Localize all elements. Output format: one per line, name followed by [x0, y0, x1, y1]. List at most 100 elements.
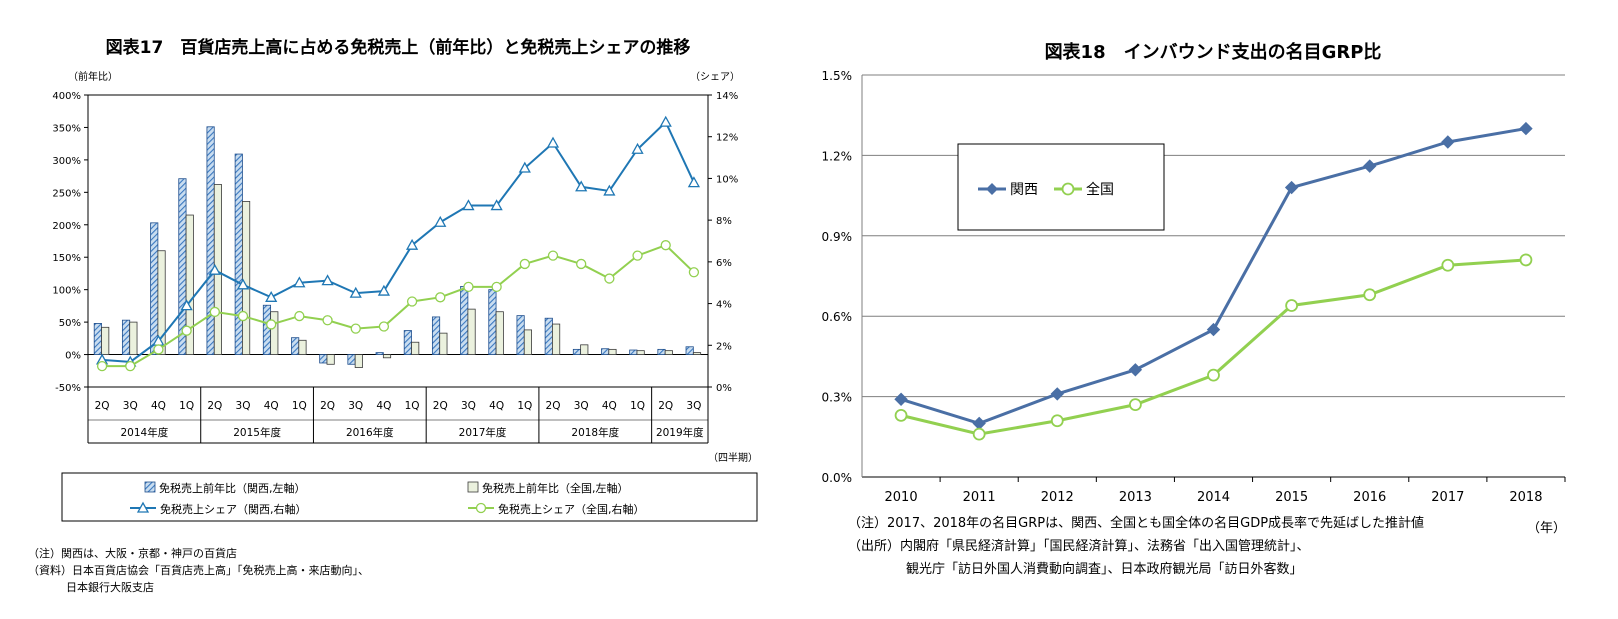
chart17-bar-kansai — [572, 348, 582, 355]
chart17-share-national-point — [660, 240, 671, 251]
chart18-x-tick-label: 2017 — [1431, 490, 1464, 505]
chart17-left-tick-label: 100% — [52, 286, 81, 297]
chart17-quarter-label: 2Q — [207, 400, 222, 412]
chart18-national-point — [1285, 299, 1299, 312]
chart17-share-national-point — [604, 273, 615, 284]
chart18-national-point — [1441, 258, 1455, 272]
chart17-fiscal-year-label: 2019年度 — [656, 426, 704, 439]
chart17-share-kansai-point — [518, 161, 531, 173]
chart17-share-national-point — [322, 315, 333, 326]
chart17-note-1: （注）関西は、大阪・京都・神戸の百貨店 — [28, 547, 237, 560]
chart18-national-point — [1207, 368, 1220, 382]
chart17-share-kansai-point — [377, 284, 391, 296]
chart17-right-tick-label: 10% — [716, 174, 738, 185]
chart18-kansai-point — [1050, 387, 1064, 401]
chart17-left-tick-label: 50% — [59, 318, 81, 329]
chart17-share-kansai-point — [462, 199, 475, 211]
chart17-legend-label: 免税売上前年比（全国,左軸） — [482, 481, 629, 495]
chart17-bar-kansai — [262, 304, 272, 355]
chart17-share-kansai-point — [208, 263, 221, 275]
chart17-bar-national — [636, 350, 645, 355]
chart17-share-kansai-point — [265, 290, 278, 302]
chart17-quarter-label: 3Q — [574, 400, 589, 412]
chart17-quarter-label: 3Q — [236, 400, 251, 412]
chart17-share-kansai-point — [490, 199, 503, 211]
chart17-legend-swatch-national-bar — [467, 481, 479, 493]
chart17-share-kansai-point — [180, 299, 193, 311]
chart17-fiscal-year-label: 2016年度 — [346, 426, 394, 439]
chart17-plot-area — [87, 94, 709, 388]
chart18-kansai-point — [1441, 135, 1455, 149]
chart17-bar-national — [242, 201, 251, 355]
chart18-x-tick-label: 2016 — [1353, 490, 1386, 505]
chart17-bar-national — [354, 354, 363, 368]
chart17-bar-national — [439, 332, 448, 355]
chart18-note-1: （注）2017、2018年の名目GRPは、関西、全国とも国全体の名目GDP成長率… — [848, 516, 1425, 531]
chart17-bar-kansai — [150, 222, 159, 355]
chart17-bar-kansai — [544, 317, 553, 355]
chart17-bar-kansai — [206, 126, 215, 355]
chart17-quarter-label: 1Q — [292, 400, 307, 412]
chart17-share-national-point — [237, 310, 249, 322]
chart17-share-kansai-point — [405, 238, 419, 250]
chart17-share-national-point — [519, 258, 530, 270]
chart17-note-3: 日本銀行大阪支店 — [66, 581, 154, 594]
chart18-kansai-point — [972, 416, 986, 431]
chart17-left-tick-label: 250% — [52, 188, 81, 199]
chart18-x-tick-label: 2011 — [963, 490, 996, 505]
chart17-bar-national — [552, 323, 561, 355]
chart17-quarter-label: 2Q — [658, 400, 673, 412]
chart17-left-tick-label: -50% — [55, 383, 81, 394]
chart18-legend-label: 関西 — [1010, 182, 1038, 198]
chart17-share-kansai-point — [603, 184, 616, 196]
chart17-share-national-line — [102, 244, 695, 368]
chart17-title: 図表17 百貨店売上高に占める免税売上（前年比）と免税売上シェアの推移 — [106, 37, 691, 58]
chart17-share-national-point — [125, 360, 136, 372]
chart17-left-tick-label: 200% — [52, 221, 81, 232]
chart17-share-national-point — [378, 321, 390, 332]
chart17-legend — [61, 472, 758, 522]
chart18-national-point — [1050, 414, 1064, 428]
chart17-right-tick-label: 0% — [716, 383, 732, 394]
chart18-y-tick-label: 0.9% — [822, 230, 853, 244]
chart17-share-national-point — [576, 258, 587, 270]
chart17-bar-kansai — [93, 323, 102, 355]
chart17-fiscal-year-label: 2017年度 — [459, 426, 507, 439]
chart17-right-tick-label: 2% — [716, 341, 732, 352]
chart17-share-national-point — [294, 310, 305, 322]
chart17-share-kansai-point — [575, 180, 588, 192]
chart17-left-tick-label: 350% — [52, 123, 81, 134]
chart17-share-kansai-point — [293, 276, 306, 288]
chart17-bar-kansai — [601, 348, 610, 355]
chart17-share-kansai-point — [687, 176, 701, 188]
chart18-title: 図表18 インバウンド支出の名目GRP比 — [1045, 41, 1382, 63]
chart17-quarter-label: 4Q — [602, 400, 617, 412]
chart17-share-kansai-point — [434, 215, 447, 227]
chart17-left-tick-label: 300% — [52, 156, 81, 167]
chart17-share-kansai-line — [102, 120, 695, 363]
chart17-share-national-point — [463, 281, 474, 293]
chart17-quarter-label: 1Q — [630, 400, 645, 412]
chart17-legend-label: 免税売上シェア（関西,右軸） — [160, 502, 307, 516]
chart17-bar-national — [467, 308, 476, 355]
chart17-quarter-label: 1Q — [517, 400, 532, 412]
chart17-share-kansai-point — [631, 142, 644, 154]
chart17-bar-kansai — [629, 349, 638, 355]
chart17-quarter-label: 3Q — [348, 400, 363, 412]
chart18-kansai-point — [1128, 363, 1143, 377]
chart17-note-2: （資料）日本百貨店協会「百貨店売上高」「免税売上高・来店動向」、 — [28, 564, 369, 577]
chart17-bar-national — [664, 350, 673, 355]
chart17-right-tick-label: 6% — [716, 258, 732, 269]
chart17-legend-swatch-kansai-bar — [144, 481, 156, 493]
chart17-share-national-point — [266, 319, 277, 330]
chart17-bar-kansai — [291, 337, 300, 355]
chart18-y-tick-label: 0.6% — [822, 310, 853, 324]
chart17-share-kansai-point — [321, 274, 334, 286]
chart17-bar-national — [608, 348, 617, 355]
chart17-quarter-label: 3Q — [461, 400, 476, 412]
chart17-legend-swatch-kansai-marker — [136, 501, 150, 513]
chart17-bar-kansai — [121, 319, 131, 355]
chart17-share-national-point — [350, 323, 361, 334]
chart17-share-national-point — [688, 267, 700, 278]
